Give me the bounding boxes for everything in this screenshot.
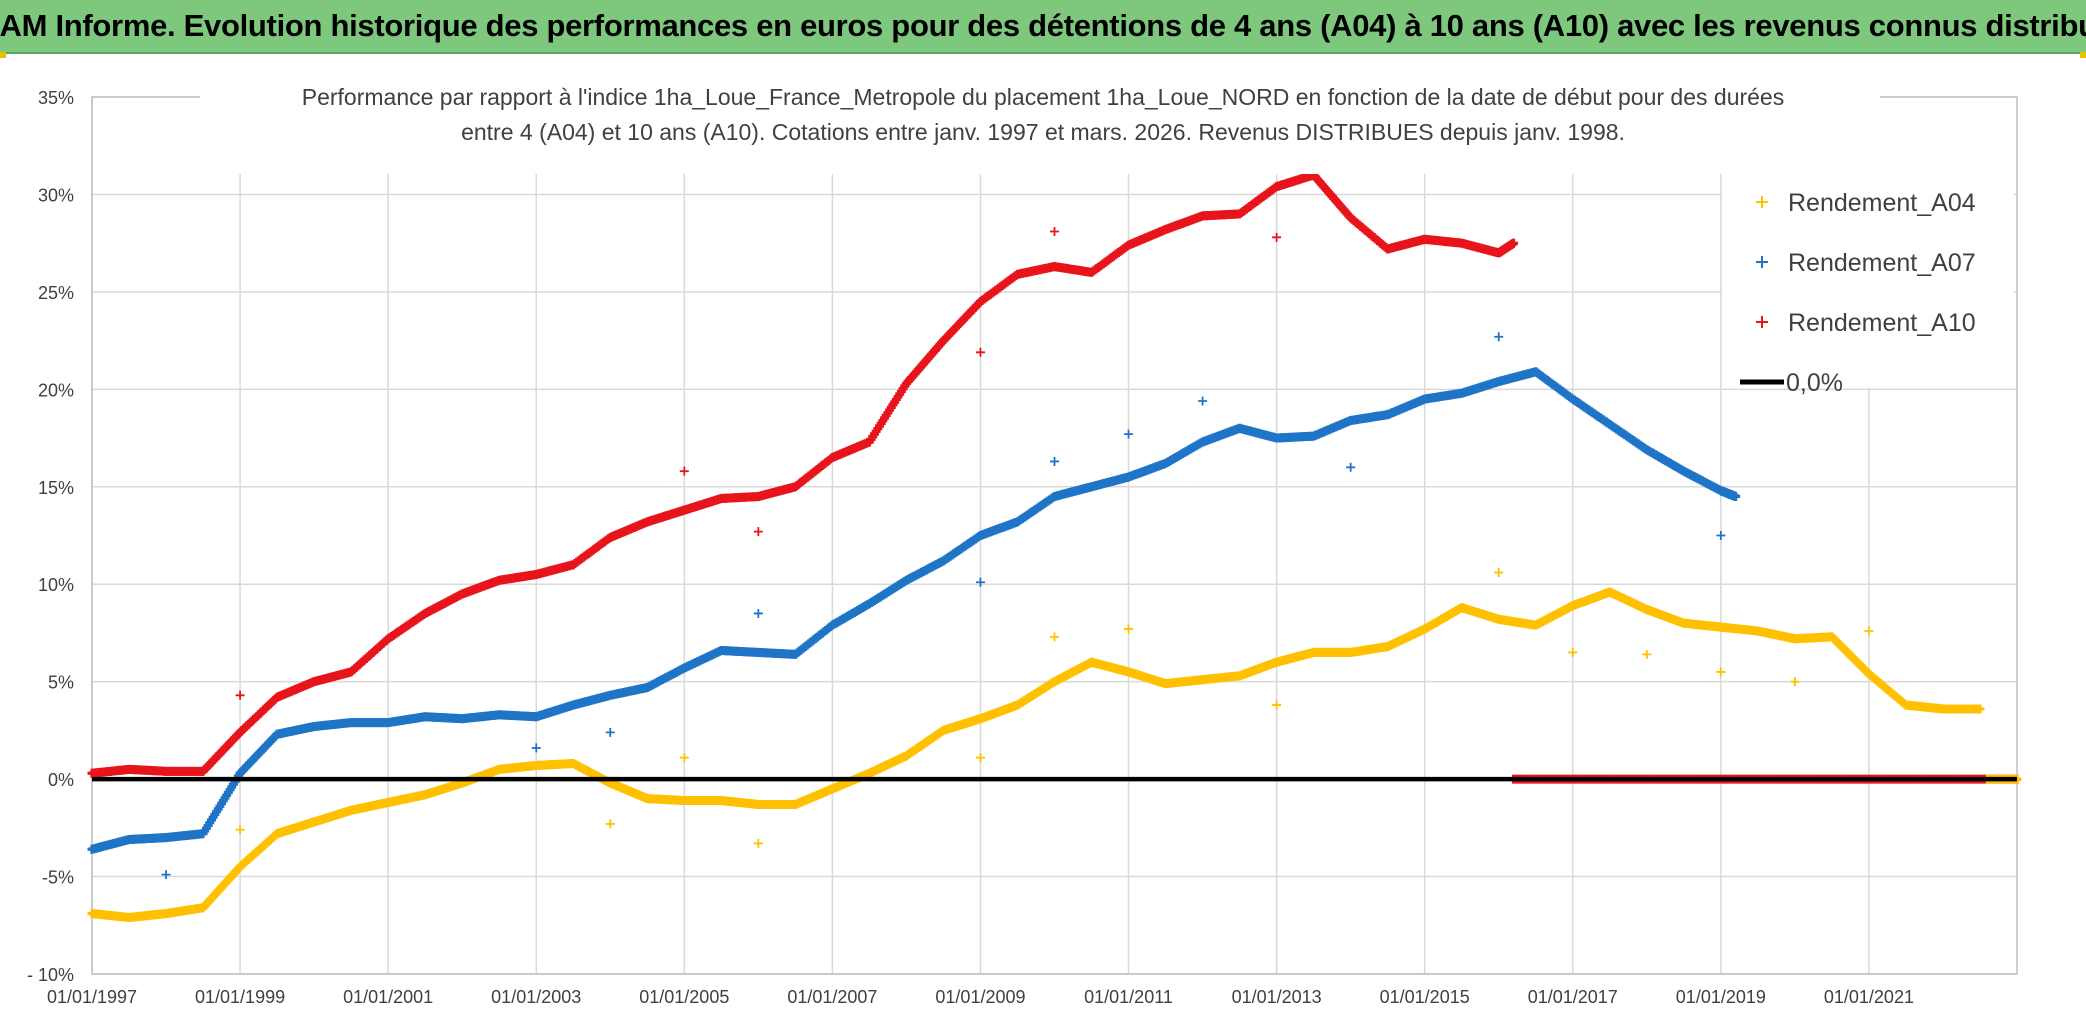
rendement-a07-outlier-point — [753, 608, 763, 618]
rendement-a04-outlier-point — [1494, 568, 1504, 578]
rendement-a07-outlier-point — [1198, 396, 1208, 406]
rendement-a07-outlier-point — [1124, 429, 1134, 439]
rendement-a04-outlier-point — [1568, 647, 1578, 657]
rendement-a07-outlier-point — [1494, 332, 1504, 342]
x-tick-label: 01/01/1997 — [47, 987, 137, 1007]
x-tick-label: 01/01/2003 — [491, 987, 581, 1007]
rendement-a04-outlier-point — [1124, 624, 1134, 634]
legend-marker-rendement-a10 — [1756, 316, 1768, 328]
rendement-a07-outlier-point — [1050, 456, 1059, 466]
chart-title-line1: Performance par rapport à l'indice 1ha_L… — [302, 84, 1784, 110]
y-tick-label: 10% — [38, 575, 74, 595]
legend: Rendement_A04 Rendement_A07 Rendement_A10 0… — [1722, 146, 2014, 397]
rendement-a04-outlier-point — [605, 819, 615, 829]
y-tick-label: 5% — [48, 673, 74, 693]
chart-title-group: Performance par rapport à l'indice 1ha_L… — [200, 74, 1880, 174]
rendement-a10-outlier-point — [679, 466, 689, 476]
rendement-a07-outlier-point — [161, 870, 171, 880]
corner-marker-right — [2080, 52, 2086, 58]
legend-label-zero: 0,0% — [1786, 369, 1843, 397]
rendement-a04-outlier-point — [1790, 677, 1800, 687]
rendement-a04-outlier-point — [679, 753, 689, 763]
y-tick-label: 20% — [38, 380, 74, 400]
rendement-a04-outlier-point — [1272, 700, 1282, 710]
chart: 01/01/1997 01/01/1999 01/01/2001 01/01/2003… — [27, 74, 2022, 1007]
rendement-a10-outlier-point — [975, 347, 985, 357]
x-tick-label: 01/01/2009 — [935, 987, 1025, 1007]
x-tick-label: 01/01/2007 — [787, 987, 877, 1007]
y-tick-label: 30% — [38, 185, 74, 205]
legend-marker-rendement-a04 — [1756, 196, 1768, 208]
legend-marker-rendement-a07 — [1756, 256, 1768, 268]
chart-title-line2: entre 4 (A04) et 10 ans (A10). Cotations… — [461, 119, 1625, 145]
title-backdrop — [200, 74, 1880, 174]
x-tick-label: 01/01/2021 — [1824, 987, 1914, 1007]
legend-label-rendement-a07: Rendement_A07 — [1788, 249, 1976, 277]
x-tick-label: 01/01/1999 — [195, 987, 285, 1007]
rendement-a07-outlier-point — [531, 743, 541, 753]
rendement-a10-outlier-point — [1050, 226, 1059, 236]
rendement-a10-outlier-point — [753, 527, 763, 537]
rendement-a04-outlier-point — [1864, 626, 1874, 636]
y-tick-label: 35% — [38, 88, 74, 108]
rendement-a10-outlier-point — [1272, 232, 1282, 242]
rendement-a04-outlier-point — [1050, 632, 1059, 642]
corner-marker-left — [0, 52, 6, 58]
legend-backdrop — [1722, 146, 2014, 388]
rendement-a04-outlier-point — [1716, 667, 1726, 677]
rendement-a10-outlier-point — [235, 690, 245, 700]
y-tick-label: 15% — [38, 478, 74, 498]
legend-label-rendement-a10: Rendement_A10 — [1788, 309, 1976, 337]
rendement-a07-outlier-point — [605, 727, 615, 737]
x-tick-label: 01/01/2017 — [1528, 987, 1618, 1007]
rendement-a07-outlier-point — [1716, 531, 1726, 540]
rendement-a04-point — [1975, 704, 1985, 714]
legend-label-rendement-a04: Rendement_A04 — [1788, 189, 1976, 217]
x-tick-label: 01/01/2005 — [639, 987, 729, 1007]
x-axis-ticks: 01/01/1997 01/01/1999 01/01/2001 01/01/2003… — [47, 987, 1914, 1007]
y-tick-label: 0% — [48, 770, 74, 790]
rendement-a10-point — [1509, 238, 1519, 248]
rendement-a07-outlier-point — [1346, 462, 1356, 472]
x-tick-label: 01/01/2019 — [1676, 987, 1766, 1007]
x-tick-label: 01/01/2001 — [343, 987, 433, 1007]
banner-title: ADAM Informe. Evolution historique des p… — [0, 0, 2086, 54]
y-tick-label: -5% — [42, 868, 74, 888]
x-tick-label: 01/01/2013 — [1232, 987, 1322, 1007]
rendement-a07-outlier-point — [975, 577, 985, 587]
rendement-a04-outlier-point — [235, 825, 245, 835]
rendement-a04-outlier-point — [753, 838, 763, 848]
rendement-a04-outlier-point — [975, 753, 985, 763]
y-axis-ticks: - 10% -5% 0% 5% 10% 15% 20% 25% 30% 35% — [27, 88, 74, 985]
y-tick-label: 25% — [38, 283, 74, 303]
y-tick-label: - 10% — [27, 965, 74, 985]
rendement-a04-outlier-point — [1642, 649, 1652, 659]
x-tick-label: 01/01/2011 — [1084, 987, 1173, 1007]
rendement-a07-point — [1731, 492, 1741, 502]
x-tick-label: 01/01/2015 — [1380, 987, 1470, 1007]
